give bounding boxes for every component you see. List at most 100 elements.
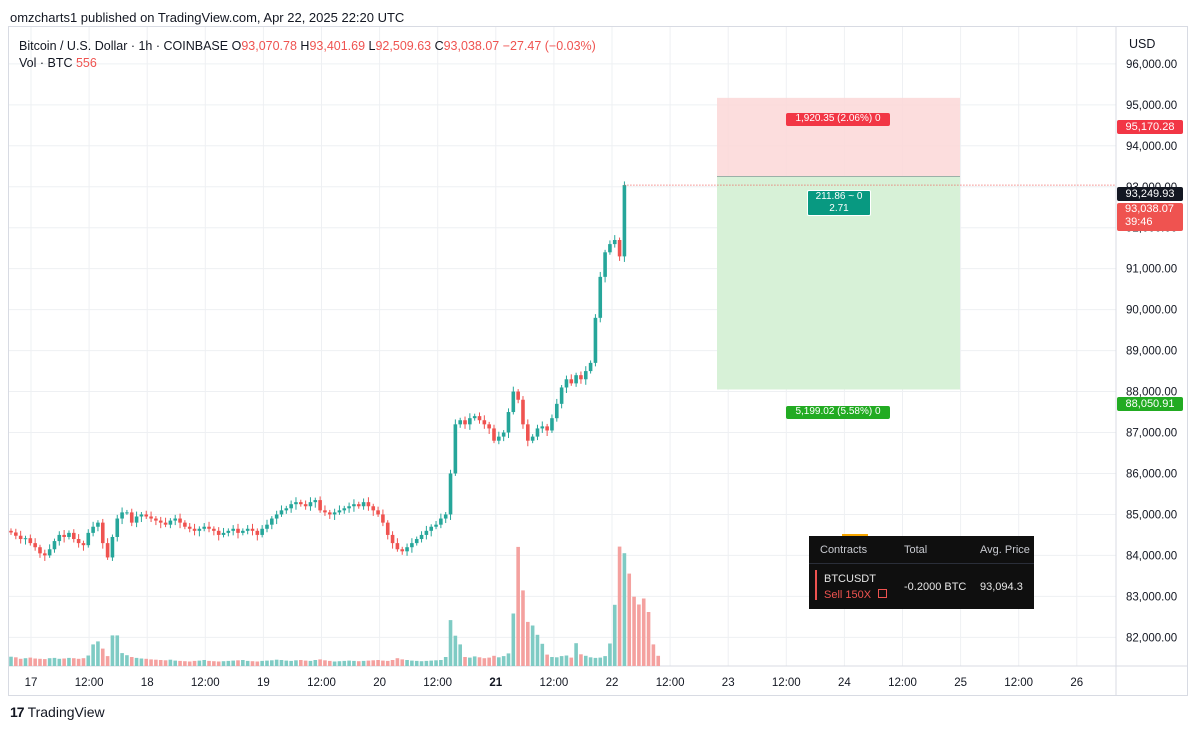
- candle-body: [381, 514, 385, 523]
- candle-body: [129, 512, 134, 523]
- x-tick-label: 12:00: [540, 677, 569, 689]
- volume-bar: [197, 660, 202, 666]
- x-tick-label: 26: [1070, 677, 1083, 689]
- position-side[interactable]: Sell 150X: [824, 589, 888, 601]
- candle-body: [265, 524, 269, 529]
- volume-bar: [327, 660, 332, 666]
- external-edit-icon[interactable]: [878, 589, 888, 598]
- candle-body: [482, 420, 487, 425]
- col-total: Total: [904, 544, 928, 556]
- positions-panel[interactable]: Contracts Total Avg. Price BTCUSDT Sell …: [809, 534, 1034, 609]
- volume-bar: [38, 658, 42, 666]
- take-profit-label[interactable]: 5,199.02 (5.58%) 0: [786, 406, 890, 419]
- currency-selector[interactable]: USD: [1129, 37, 1156, 51]
- volume-bar: [105, 656, 110, 666]
- candle-body: [376, 510, 380, 515]
- volume-bar: [574, 643, 578, 666]
- candle-body: [410, 543, 414, 548]
- tradingview-logo-icon: 17: [10, 704, 25, 720]
- col-avg-price: Avg. Price: [980, 544, 1030, 556]
- volume-bar: [419, 661, 424, 666]
- candle-body: [158, 520, 163, 523]
- volume-bar: [641, 598, 646, 666]
- candle-body: [139, 514, 144, 517]
- volume-bar: [279, 660, 284, 666]
- y-tick-label: 96,000.00: [1126, 59, 1177, 71]
- stop-loss-label[interactable]: 1,920.35 (2.06%) 0: [786, 113, 890, 126]
- volume-bar: [352, 660, 356, 666]
- candle-body: [86, 532, 91, 546]
- x-tick-label: 12:00: [191, 677, 220, 689]
- position-symbol[interactable]: BTCUSDT: [824, 573, 876, 585]
- volume-bar: [318, 659, 322, 666]
- candle-body: [207, 526, 211, 529]
- volume-bar: [110, 635, 115, 666]
- candle-body: [197, 528, 202, 531]
- low-label: L: [368, 39, 376, 53]
- x-tick-label: 24: [838, 677, 851, 689]
- volume-bar: [414, 660, 419, 666]
- volume-bar: [9, 656, 13, 666]
- x-tick-label: 21: [489, 677, 502, 689]
- low-value: 92,509.63: [375, 39, 432, 53]
- volume-value: 556: [75, 56, 97, 70]
- stop-loss-zone: [717, 97, 960, 177]
- volume-bar: [158, 660, 163, 666]
- volume-bar: [187, 661, 192, 666]
- candle-body: [28, 538, 33, 544]
- candle-body: [284, 508, 289, 511]
- close-label: C: [434, 39, 444, 53]
- volume-bar: [216, 661, 221, 666]
- volume-bar: [443, 657, 448, 666]
- candle-body: [279, 510, 284, 515]
- candle-body: [100, 522, 105, 544]
- volume-bar: [540, 643, 545, 666]
- volume-bar: [588, 657, 593, 666]
- volume-bar: [303, 660, 308, 666]
- y-tick-label: 95,000.00: [1126, 100, 1177, 112]
- entry-label[interactable]: 211.86 ~ 0 2.71: [807, 190, 871, 216]
- y-tick-label: 88,000.00: [1126, 387, 1177, 399]
- candle-body: [173, 518, 178, 521]
- volume-bar: [274, 659, 279, 666]
- volume-bar: [603, 656, 607, 666]
- volume-bar: [265, 660, 269, 666]
- candle-body: [337, 510, 342, 513]
- volume-bar: [516, 546, 520, 666]
- volume-bar: [299, 660, 303, 666]
- candle-body: [81, 543, 86, 546]
- candle-body: [612, 240, 617, 245]
- candle-body: [352, 504, 356, 507]
- volume-bar: [192, 660, 197, 666]
- volume-bar: [506, 653, 511, 666]
- volume-bar: [545, 654, 549, 666]
- candle-body: [492, 428, 496, 441]
- brand-footer[interactable]: 17 TradingView: [10, 704, 105, 720]
- volume-bar: [550, 657, 554, 666]
- candle-body: [38, 547, 42, 554]
- entry-label-line-2: 2.71: [829, 203, 849, 214]
- candle-body: [299, 502, 303, 505]
- volume-bar: [497, 657, 501, 666]
- volume-bar: [81, 658, 86, 666]
- volume-label[interactable]: Vol · BTC: [19, 56, 73, 70]
- volume-bar: [429, 660, 434, 666]
- candle-body: [564, 379, 569, 388]
- candle-body: [255, 530, 260, 535]
- volume-bar: [139, 658, 144, 666]
- symbol-title[interactable]: Bitcoin / U.S. Dollar · 1h · COINBASE: [19, 39, 229, 53]
- volume-bar: [308, 660, 313, 666]
- candle-body: [125, 512, 129, 514]
- volume-bar: [23, 658, 28, 666]
- current-price: 93,038.07: [1125, 203, 1174, 215]
- volume-bar: [579, 654, 583, 666]
- volume-bar: [477, 657, 482, 666]
- volume-bar: [207, 660, 211, 666]
- candle-body: [96, 522, 100, 527]
- y-tick-label: 83,000.00: [1126, 591, 1177, 603]
- high-label: H: [300, 39, 310, 53]
- volume-bar: [559, 656, 564, 666]
- volume-bar: [241, 660, 245, 666]
- panel-accent: [842, 534, 868, 536]
